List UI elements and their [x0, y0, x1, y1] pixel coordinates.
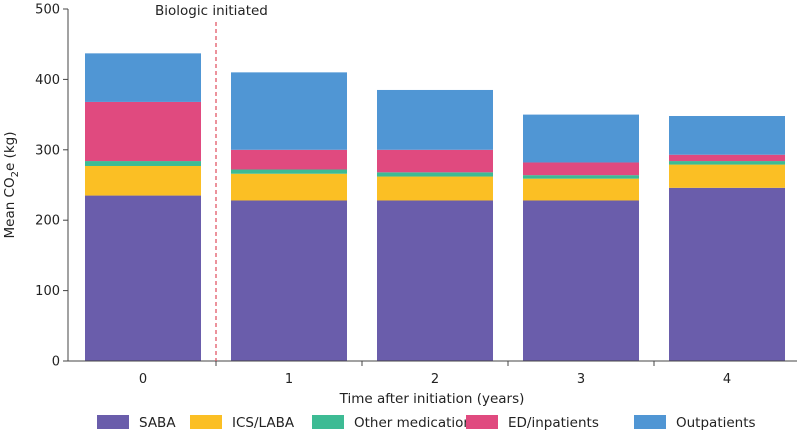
legend-swatch-ics-laba: [190, 415, 222, 429]
y-tick-label-300: 300: [35, 143, 60, 158]
bar-segment-other-medications-year-4: [669, 161, 785, 165]
y-axis-title-suffix: e (kg): [2, 131, 18, 171]
legend: SABA ICS/LABA Other medications ED/inpatien…: [97, 415, 756, 431]
legend-label-outpatients: Outpatients: [676, 415, 756, 431]
bar-segment-outpatients-year-1: [231, 72, 347, 150]
y-tick-label-100: 100: [35, 284, 60, 299]
x-tick-label-2: 2: [431, 372, 439, 387]
bar-segment-ics-laba-year-4: [669, 164, 785, 188]
legend-swatch-ed-inpatients: [466, 415, 498, 429]
bar-segment-saba-year-2: [377, 200, 493, 361]
y-axis-title-subscript: 2: [10, 171, 21, 177]
bar-segment-ics-laba-year-1: [231, 173, 347, 201]
y-axis-title: Mean CO2e (kg): [2, 131, 21, 238]
bar-segment-saba-year-1: [231, 200, 347, 361]
x-axis-title: Time after initiation (years): [339, 391, 525, 407]
bar-segment-outpatients-year-3: [523, 114, 639, 163]
bar-segment-other-medications-year-2: [377, 172, 493, 177]
bars-layer: [85, 53, 785, 361]
legend-swatch-other-medications: [312, 415, 344, 429]
biologic-initiated-label: Biologic initiated: [155, 3, 268, 19]
legend-label-other-medications: Other medications: [354, 415, 479, 431]
x-tick-label-0: 0: [139, 372, 147, 387]
bar-segment-ed-inpatients-year-1: [231, 149, 347, 170]
x-tick-label-3: 3: [577, 372, 585, 387]
y-axis-title-prefix: Mean CO: [2, 177, 18, 238]
y-tick-label-500: 500: [35, 3, 60, 18]
bar-segment-ics-laba-year-2: [377, 176, 493, 201]
bar-segment-other-medications-year-0: [85, 161, 201, 166]
bar-segment-outpatients-year-2: [377, 89, 493, 150]
bar-segment-ics-laba-year-0: [85, 165, 201, 196]
legend-swatch-saba: [97, 415, 129, 429]
bar-segment-saba-year-3: [523, 200, 639, 361]
bar-segment-ed-inpatients-year-4: [669, 154, 785, 162]
y-tick-label-200: 200: [35, 214, 60, 229]
y-tick-label-400: 400: [35, 73, 60, 88]
x-tick-label-1: 1: [285, 372, 293, 387]
legend-label-ed-inpatients: ED/inpatients: [508, 415, 599, 431]
legend-swatch-outpatients: [634, 415, 666, 429]
annotation-layer: Biologic initiated: [155, 3, 268, 361]
bar-segment-outpatients-year-4: [669, 116, 785, 155]
x-tick-label-4: 4: [723, 372, 731, 387]
axes-layer: 0 100 200 300 400 500 0 1 2 3 4 Time after initiati…: [2, 3, 797, 407]
bar-segment-ed-inpatients-year-3: [523, 162, 639, 176]
bar-segment-other-medications-year-1: [231, 169, 347, 174]
bar-segment-ics-laba-year-3: [523, 178, 639, 201]
bar-segment-other-medications-year-3: [523, 175, 639, 179]
legend-label-saba: SABA: [139, 415, 176, 431]
bar-segment-outpatients-year-0: [85, 53, 201, 102]
bar-segment-ed-inpatients-year-2: [377, 149, 493, 173]
legend-label-ics-laba: ICS/LABA: [232, 415, 295, 431]
bar-segment-saba-year-4: [669, 187, 785, 361]
bar-segment-ed-inpatients-year-0: [85, 101, 201, 162]
y-tick-label-0: 0: [52, 355, 60, 370]
bar-segment-saba-year-0: [85, 195, 201, 361]
